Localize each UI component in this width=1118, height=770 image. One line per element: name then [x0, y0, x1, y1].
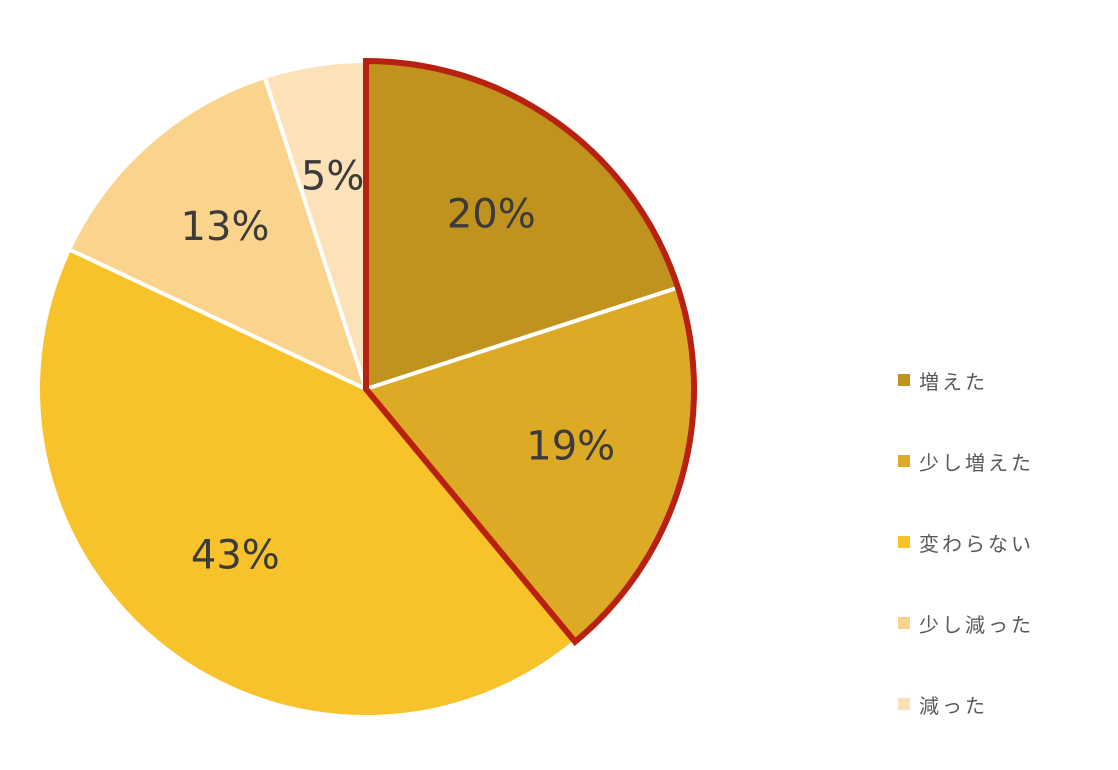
- legend-item-2: 少し増えた: [898, 443, 1098, 479]
- legend-label-4: 少し減った: [919, 612, 1034, 637]
- slice-label-1: 20%: [447, 192, 536, 238]
- legend-item-4: 少し減った: [898, 605, 1098, 641]
- legend-label-1: 増えた: [919, 369, 988, 394]
- pie-slice-4: [67, 75, 368, 391]
- legend-swatch-3: [898, 536, 910, 548]
- legend-label-3: 変わらない: [919, 531, 1034, 556]
- slice-labels: 20% 19% 43% 13% 5%: [181, 153, 616, 578]
- legend-item-3: 変わらない: [898, 524, 1098, 560]
- legend-item-5: 減った: [898, 686, 1098, 722]
- legend-swatch-5: [898, 698, 910, 710]
- highlight-outline-path: [363, 57, 697, 646]
- legend: 増えた少し増えた変わらない少し減った減った: [898, 362, 1098, 767]
- slice-label-5: 5%: [301, 153, 364, 199]
- legend-label-2: 少し増えた: [919, 450, 1034, 475]
- legend-label-5: 減った: [919, 693, 988, 718]
- legend-swatch-4: [898, 617, 910, 629]
- legend-swatch-2: [898, 455, 910, 467]
- legend-swatch-1: [898, 374, 910, 386]
- pie-slice-3: [36, 247, 578, 719]
- slice-label-2: 19%: [526, 423, 615, 469]
- slice-label-4: 13%: [181, 204, 270, 250]
- slice-label-3: 43%: [191, 532, 280, 578]
- legend-item-1: 増えた: [898, 362, 1098, 398]
- highlight-outline: [363, 57, 697, 646]
